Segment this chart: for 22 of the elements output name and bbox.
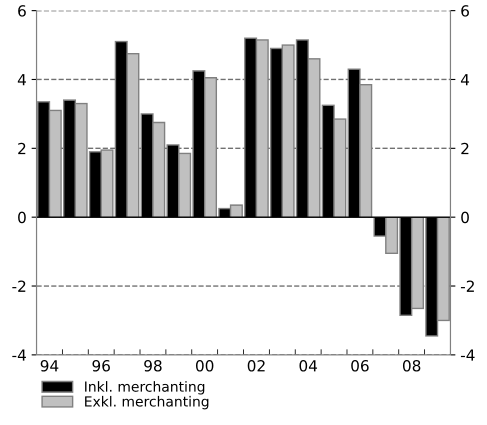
y2-tick-label: 0 [461,212,469,224]
x-tick-label: 96 [92,360,110,372]
x-tick-label: 00 [196,360,214,372]
legend-label: Inkl. merchanting [85,381,204,395]
y-tick-label: 2 [18,142,26,154]
x-tick-label: 98 [144,360,162,372]
x-tick-label: 02 [248,360,265,372]
y2-tick-label: 2 [461,142,468,154]
y-tick-label: 6 [18,5,26,17]
y2-tick-label: -4 [460,350,475,361]
legend-label: Exkl. merchanting [85,396,208,410]
y2-tick-label: -2 [460,280,474,292]
y2-tick-label: 4 [460,74,470,86]
x-tick-label: 04 [299,360,318,372]
x-tick-label: 08 [402,360,420,372]
x-tick-label: 06 [351,360,369,372]
y-tick-label: 4 [18,74,26,86]
y2-tick-label: 6 [461,5,469,17]
y-tick-label: 0 [18,212,26,224]
y-tick-label: -2 [12,280,26,292]
x-tick-label: 94 [40,360,58,372]
y-tick-label: -4 [12,350,26,361]
